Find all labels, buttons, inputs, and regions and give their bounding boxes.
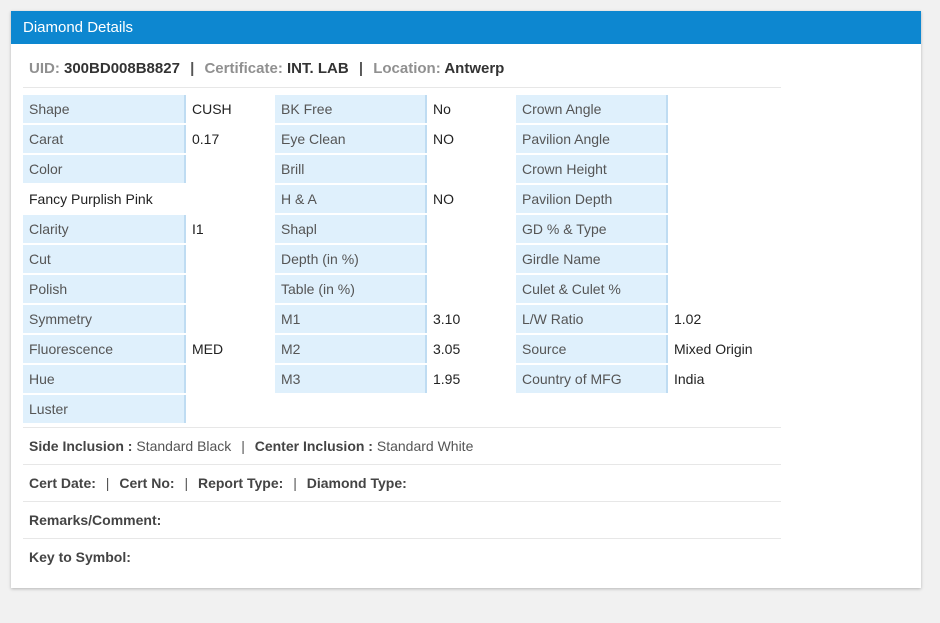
uid-value: 300BD008B8827 xyxy=(64,60,180,77)
grid-value xyxy=(186,395,261,423)
grid-label: Crown Angle xyxy=(516,95,668,123)
side-inclusion-label: Side Inclusion : xyxy=(29,438,133,454)
grid-value xyxy=(668,275,788,303)
diamond-details-panel: Diamond Details UID: 300BD008B8827 | Cer… xyxy=(11,11,921,588)
cert-separator: | xyxy=(184,475,189,491)
grid-label: Pavilion Depth xyxy=(516,185,668,213)
grid-label: Country of MFG xyxy=(516,365,668,393)
grid-label: Eye Clean xyxy=(275,125,427,153)
cert-separator: | xyxy=(105,475,110,491)
grid-value: MED xyxy=(192,341,224,357)
grid-value: 0.17 xyxy=(192,131,220,147)
grid-label: GD % & Type xyxy=(516,215,668,243)
cert-no-label: Cert No: xyxy=(119,475,175,491)
grid-value xyxy=(427,275,502,303)
grid-label: Color xyxy=(23,155,186,183)
divider xyxy=(23,464,781,465)
grid-value: NO xyxy=(433,191,454,207)
grid-value xyxy=(186,155,261,183)
grid-value: NO xyxy=(433,131,454,147)
grid-label: Source xyxy=(516,335,668,363)
grid-label: Carat xyxy=(23,125,186,153)
grid-label: M3 xyxy=(275,365,427,393)
location-label: Location: xyxy=(373,60,441,77)
center-inclusion-value: Standard White xyxy=(376,438,474,454)
grid-label: Table (in %) xyxy=(275,275,427,303)
grid-value xyxy=(668,215,788,243)
grid-label: Hue xyxy=(23,365,186,393)
grid-value: 1.95 xyxy=(433,371,461,387)
cert-date-label: Cert Date: xyxy=(29,475,96,491)
grid-label: Brill xyxy=(275,155,427,183)
location-value: Antwerp xyxy=(444,60,505,77)
grid-label: Crown Height xyxy=(516,155,668,183)
grid-value: I1 xyxy=(192,221,204,237)
grid-label: Symmetry xyxy=(23,305,186,333)
grid-label: M2 xyxy=(275,335,427,363)
grid-value xyxy=(668,95,788,123)
divider xyxy=(23,427,781,428)
cert-separator: | xyxy=(293,475,297,491)
grid-label: Shapl xyxy=(275,215,427,243)
grid-label: L/W Ratio xyxy=(516,305,668,333)
grid-value: 3.05 xyxy=(433,341,461,357)
grid-value: 3.10 xyxy=(433,311,461,327)
grid-value: India xyxy=(674,371,705,387)
remarks-line: Remarks/Comment: xyxy=(29,512,161,528)
grid-value xyxy=(668,155,788,183)
grid-value: No xyxy=(433,101,451,117)
grid-value xyxy=(186,275,261,303)
grid-value xyxy=(186,305,261,333)
grid-value xyxy=(427,155,502,183)
uid-label: UID: xyxy=(29,60,60,77)
grid-label: Depth (in %) xyxy=(275,245,427,273)
grid-value xyxy=(668,185,788,213)
grid-label: H & A xyxy=(275,185,427,213)
divider xyxy=(23,501,781,502)
key-to-symbol-label: Key to Symbol: xyxy=(29,549,131,565)
certificate-label: Certificate: xyxy=(204,60,283,77)
inclusion-line: Side Inclusion : Standard Black | Center… xyxy=(29,438,473,454)
inclusion-separator: | xyxy=(241,438,245,454)
summary-separator: | xyxy=(190,60,195,77)
grid-value xyxy=(427,245,502,273)
grid-label: Luster xyxy=(23,395,186,423)
summary-separator: | xyxy=(358,60,364,77)
certificate-value: INT. LAB xyxy=(287,60,349,77)
center-inclusion-label: Center Inclusion : xyxy=(254,438,373,454)
grid-value xyxy=(427,215,502,243)
grid-value xyxy=(668,125,788,153)
divider xyxy=(23,538,781,539)
grid-label: Clarity xyxy=(23,215,186,243)
grid-label: Fluorescence xyxy=(23,335,186,363)
grid-label: Fancy Purplish Pink xyxy=(29,191,153,207)
grid-label: Shape xyxy=(23,95,186,123)
diamond-type-label: Diamond Type: xyxy=(306,475,407,491)
remarks-label: Remarks/Comment: xyxy=(29,512,162,528)
grid-label: Polish xyxy=(23,275,186,303)
grid-label: Cut xyxy=(23,245,186,273)
side-inclusion-value: Standard Black xyxy=(136,438,232,454)
divider xyxy=(23,87,781,88)
grid-value xyxy=(668,245,788,273)
grid-label: Culet & Culet % xyxy=(516,275,668,303)
key-symbol-line: Key to Symbol: xyxy=(29,549,131,565)
summary-line: UID: 300BD008B8827 | Certificate: INT. L… xyxy=(29,60,504,77)
grid-value: 1.02 xyxy=(674,311,702,327)
report-type-label: Report Type: xyxy=(197,475,284,491)
grid-label: BK Free xyxy=(275,95,427,123)
grid-label: Pavilion Angle xyxy=(516,125,668,153)
grid-value: Mixed Origin xyxy=(674,341,753,357)
grid-value xyxy=(186,365,261,393)
grid-label: M1 xyxy=(275,305,427,333)
grid-value xyxy=(186,245,261,273)
grid-label: Girdle Name xyxy=(516,245,668,273)
cert-line: Cert Date: | Cert No: | Report Type: | D… xyxy=(29,475,407,491)
panel-title: Diamond Details xyxy=(11,11,921,44)
grid-value: CUSH xyxy=(192,101,232,117)
